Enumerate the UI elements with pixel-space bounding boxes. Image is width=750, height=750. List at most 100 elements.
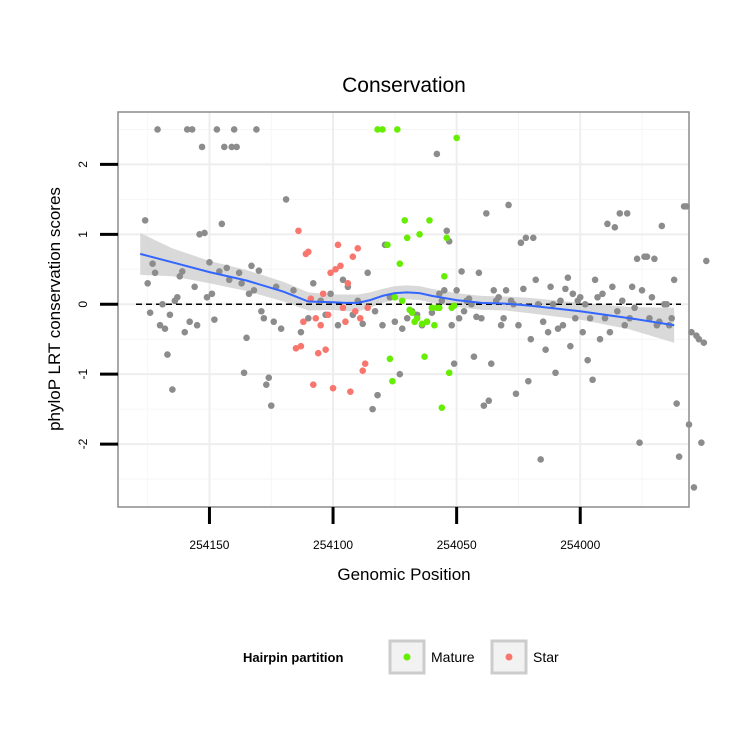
point-star	[342, 318, 349, 326]
point-other	[515, 321, 522, 329]
point-mature	[440, 272, 448, 280]
point-other	[391, 318, 399, 326]
point-other	[703, 257, 710, 265]
point-other	[609, 283, 616, 291]
point-other	[334, 321, 342, 329]
point-other	[396, 370, 404, 378]
point-other	[245, 290, 253, 298]
point-other	[398, 325, 406, 333]
x-axis: 254150 254100 254050 254000	[189, 507, 601, 552]
point-other	[240, 369, 248, 377]
point-other	[512, 390, 520, 398]
point-other	[359, 320, 367, 328]
y-tick-label: 1	[76, 231, 90, 238]
point-other	[628, 283, 636, 291]
point-other	[277, 325, 285, 333]
point-other	[616, 210, 624, 217]
point-other	[169, 386, 176, 393]
point-other	[549, 300, 557, 308]
point-other	[243, 334, 250, 342]
confidence-ribbon	[140, 232, 675, 343]
point-other	[670, 276, 678, 284]
point-other	[606, 328, 614, 336]
point-star	[292, 345, 300, 352]
point-other	[440, 286, 448, 294]
point-other	[213, 126, 221, 133]
point-other	[297, 328, 305, 336]
point-other	[305, 314, 312, 322]
point-other	[599, 290, 606, 298]
point-other	[436, 290, 443, 298]
point-other	[371, 307, 379, 315]
point-mature	[403, 234, 411, 242]
point-other	[188, 126, 196, 133]
point-other	[497, 321, 505, 329]
legend-label-mature: Mature	[431, 649, 475, 665]
point-other	[141, 217, 149, 224]
point-star	[295, 227, 302, 235]
point-other	[688, 328, 695, 336]
point-star	[305, 248, 312, 256]
point-other	[267, 402, 275, 409]
point-other	[648, 293, 656, 301]
point-other	[260, 314, 268, 322]
point-other	[594, 293, 601, 301]
point-star	[312, 314, 320, 322]
point-other	[683, 203, 690, 210]
point-other	[698, 439, 705, 446]
point-other	[191, 283, 198, 291]
y-tick-label: 0	[76, 301, 90, 308]
point-other	[183, 126, 191, 133]
plot-panel	[117, 111, 710, 508]
point-other	[309, 279, 317, 287]
y-tick-label: -1	[76, 369, 90, 380]
point-mature	[436, 304, 443, 312]
point-other	[581, 300, 589, 308]
point-mature	[413, 314, 421, 322]
point-other	[631, 304, 638, 312]
point-other	[149, 260, 156, 268]
point-other	[589, 376, 596, 384]
point-mature	[398, 297, 406, 305]
point-other	[502, 286, 510, 294]
point-other	[263, 381, 270, 388]
point-other	[453, 286, 460, 294]
chart-title: Conservation	[342, 74, 466, 97]
x-tick-label: 254150	[189, 538, 229, 552]
point-mature	[443, 234, 451, 242]
point-other	[181, 328, 189, 336]
point-mature	[428, 304, 436, 312]
point-other	[643, 253, 651, 261]
point-other	[675, 453, 683, 460]
point-other	[166, 311, 174, 319]
y-tick-label: -2	[76, 438, 90, 449]
point-other	[265, 374, 273, 381]
point-mature	[421, 353, 428, 360]
point-other	[211, 316, 218, 323]
point-other	[290, 286, 297, 294]
point-other	[218, 220, 226, 228]
point-other	[636, 439, 643, 446]
point-other	[478, 314, 485, 322]
point-star	[319, 290, 327, 298]
point-other	[253, 126, 260, 133]
point-other	[455, 314, 463, 322]
point-other	[443, 227, 451, 235]
point-star	[324, 311, 332, 319]
smooth-line-layer	[139, 252, 675, 327]
point-other	[623, 210, 631, 217]
point-mature	[418, 320, 426, 328]
point-star	[309, 381, 317, 388]
point-other	[544, 328, 552, 336]
point-other	[374, 391, 381, 399]
point-mature	[416, 231, 423, 238]
point-other	[604, 220, 611, 228]
point-other	[233, 143, 240, 151]
point-other	[198, 143, 206, 151]
point-other	[658, 222, 666, 230]
point-other	[250, 286, 258, 294]
point-other	[601, 314, 609, 322]
point-other	[559, 321, 567, 329]
point-other	[621, 321, 629, 329]
